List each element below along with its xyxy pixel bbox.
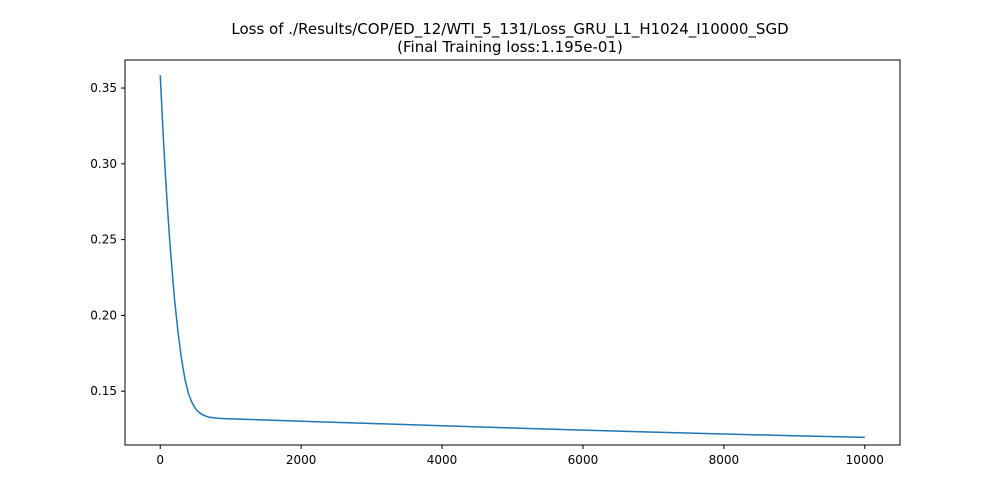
y-tick-label: 0.35 [90,81,117,95]
x-tick-label: 6000 [568,453,599,467]
y-tick-label: 0.15 [90,384,117,398]
loss-line-series-0 [159,75,865,439]
x-tick-label: 2000 [286,453,317,467]
y-tick-label: 0.25 [90,233,117,247]
y-tick-label: 0.20 [90,308,117,322]
x-tick-label: 8000 [709,453,740,467]
x-tick-label: 4000 [427,453,458,467]
x-tick-label: 0 [156,453,164,467]
plot-area: 0 2000 4000 6000 8000 10000 0.15 0.20 0.25 0.30 0.… [90,59,901,467]
y-tick-label: 0.30 [90,157,117,171]
axes-frame [124,59,901,446]
x-tick-label: 10000 [846,453,884,467]
chart-title: Loss of ./Results/COP/ED_12/WTI_5_131/Lo… [231,20,788,39]
chart-subtitle: (Final Training loss:1.195e-01) [397,38,623,56]
